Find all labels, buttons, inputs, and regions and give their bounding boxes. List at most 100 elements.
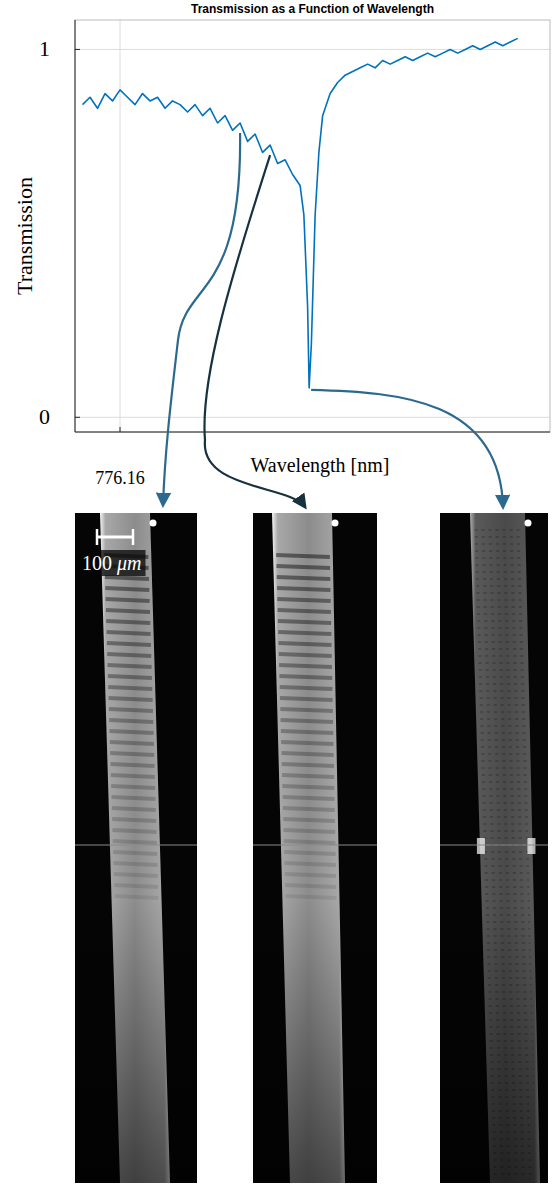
speckle [483, 816, 528, 818]
fringe [284, 830, 336, 832]
speckle [478, 634, 524, 636]
fringe [285, 885, 336, 887]
speckle [480, 711, 526, 713]
fringe [107, 632, 151, 634]
fringe [283, 797, 335, 799]
horizontal-line [75, 844, 197, 845]
edge-glow [527, 838, 535, 854]
scale-label-number: 100 [82, 552, 117, 574]
speckle [476, 564, 523, 566]
image-background [253, 513, 377, 1183]
fringe [110, 764, 154, 766]
speckle [478, 641, 524, 643]
fringe [279, 676, 332, 678]
speckle [481, 746, 526, 748]
fringe [282, 775, 334, 777]
fringe [284, 841, 336, 843]
fringe [285, 874, 336, 876]
grid-line [75, 417, 550, 418]
speckle [485, 872, 529, 874]
fringe [110, 742, 154, 744]
fringe [278, 610, 331, 612]
speckle [475, 550, 522, 552]
fringe [112, 819, 156, 821]
fade-overlay [440, 900, 548, 1183]
bright-spot [332, 520, 339, 527]
grid-line [120, 20, 121, 432]
fringe [281, 742, 333, 744]
fringe [280, 698, 333, 700]
fringe [278, 643, 331, 645]
speckle [478, 648, 524, 650]
fringe [109, 709, 153, 711]
fringe [113, 852, 157, 854]
speckle [485, 865, 529, 867]
fringe [284, 852, 336, 854]
plot-frame [75, 20, 550, 432]
fringe [112, 830, 156, 832]
image-panel [75, 513, 197, 1183]
fringe [280, 687, 333, 689]
fringe [105, 577, 149, 579]
fringe [106, 610, 150, 612]
scale-bar-cap [96, 529, 99, 545]
y-tick [75, 417, 80, 418]
speckle [478, 655, 524, 657]
scale-bar [97, 536, 133, 539]
speckle [485, 886, 529, 888]
fringe [282, 786, 334, 788]
fringe [113, 863, 157, 865]
speckle [477, 627, 523, 629]
speckle [482, 774, 527, 776]
figure: 01776.16Transmission as a Function of Wa… [0, 0, 554, 1190]
speckle [477, 599, 523, 601]
speckle [481, 732, 526, 734]
speckle [479, 690, 525, 692]
speckle [480, 697, 526, 699]
horizontal-line [440, 844, 548, 845]
fringe [107, 643, 151, 645]
fringe [278, 632, 331, 634]
speckle [482, 795, 527, 797]
fringe [280, 709, 333, 711]
fade-overlay [253, 900, 377, 1183]
speckle [484, 851, 528, 853]
arrow [163, 133, 240, 505]
transmission-line [83, 38, 518, 387]
fringe [109, 720, 153, 722]
image-background [440, 513, 548, 1183]
speckle [483, 830, 528, 832]
speckle [477, 620, 523, 622]
speckle [478, 662, 524, 664]
fringe [112, 808, 156, 810]
fringe [277, 599, 330, 601]
fringe [111, 797, 155, 799]
fringe [110, 753, 154, 755]
speckle [483, 802, 528, 804]
y-tick-label: 0 [39, 404, 50, 429]
speckle [485, 893, 529, 895]
speckle [476, 585, 522, 587]
speckle [475, 529, 522, 531]
fringe [114, 885, 158, 887]
fringe [106, 621, 150, 623]
speckle [482, 781, 527, 783]
y-tick-label: 1 [39, 36, 50, 61]
speckle [479, 669, 525, 671]
fringe [276, 566, 330, 568]
horizontal-line [253, 844, 377, 845]
fringe [106, 599, 150, 601]
x-axis-title: Wavelength [nm] [251, 454, 390, 477]
scale-label-unit: μm [116, 552, 141, 575]
fringe [276, 555, 330, 557]
arrow [204, 155, 305, 507]
speckle [483, 809, 528, 811]
fringe [108, 676, 152, 678]
speckle [482, 788, 527, 790]
fringe [281, 720, 333, 722]
fringe [110, 731, 154, 733]
speckle [482, 767, 527, 769]
fade-overlay [75, 900, 197, 1183]
fringe [108, 665, 152, 667]
scale-bar-cap [132, 529, 135, 545]
